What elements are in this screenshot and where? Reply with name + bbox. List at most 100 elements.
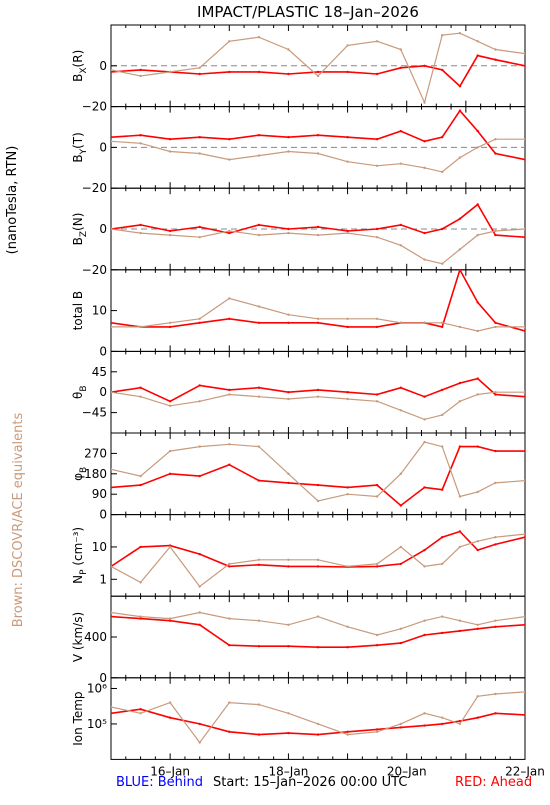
- data-point-bz: [399, 223, 402, 227]
- data-point-bx: [476, 54, 479, 57]
- data-point-by: [228, 158, 231, 161]
- data-point-theta: [198, 384, 201, 387]
- data-point-bx: [423, 101, 426, 104]
- data-point-phi: [423, 486, 426, 489]
- data-point-temp: [257, 703, 261, 706]
- data-point-bz: [346, 231, 349, 235]
- data-point-bx: [111, 68, 113, 72]
- data-point-btot: [375, 325, 379, 329]
- data-point-phi: [257, 445, 261, 448]
- data-point-phi: [399, 472, 402, 475]
- panel-frame-v: [110, 595, 526, 679]
- data-point-np: [257, 563, 261, 566]
- data-point-bz: [423, 258, 426, 261]
- data-point-v: [346, 646, 349, 649]
- data-point-temp: [375, 730, 379, 733]
- data-point-phi: [228, 463, 231, 466]
- data-point-bx: [168, 70, 172, 74]
- data-point-theta: [287, 391, 290, 394]
- data-point-bz: [494, 229, 497, 233]
- y-axis-label-bz: BZ(N): [71, 213, 89, 246]
- x-tick-labels: 16–Jan 18–Jan 20–Jan 22–Jan: [150, 764, 545, 778]
- data-point-bx: [494, 48, 497, 51]
- data-point-temp: [287, 731, 290, 735]
- data-point-bx: [287, 48, 290, 51]
- data-point-bz: [287, 231, 290, 235]
- data-point-theta: [458, 381, 462, 385]
- data-point-by: [228, 138, 231, 141]
- panel-frame-np: [110, 514, 526, 597]
- footer-behind: BLUE: Behind: [116, 775, 203, 790]
- data-point-btot: [476, 329, 479, 333]
- data-point-phi: [228, 443, 231, 446]
- data-point-btot: [287, 313, 290, 316]
- data-point-theta: [316, 388, 320, 392]
- data-point-btot: [316, 321, 320, 324]
- data-point-btot: [139, 325, 142, 329]
- data-point-theta: [228, 388, 231, 392]
- series-line-bz-ahead: [111, 203, 525, 238]
- data-point-np: [287, 558, 290, 561]
- data-point-bx: [111, 70, 113, 74]
- data-point-btot: [111, 321, 113, 324]
- data-point-btot: [168, 321, 172, 324]
- data-point-temp: [111, 705, 113, 709]
- data-point-by: [494, 152, 497, 155]
- data-point-bz: [139, 231, 142, 235]
- data-point-np: [458, 545, 462, 549]
- data-point-by: [399, 129, 402, 133]
- panel-phi: 270 180 90 0 φB: [71, 432, 526, 522]
- data-point-theta: [476, 377, 479, 380]
- data-point-np: [476, 540, 479, 543]
- series-line-np-ahead: [111, 530, 525, 568]
- data-point-temp: [111, 712, 113, 715]
- data-point-v: [399, 627, 402, 630]
- data-point-theta: [476, 393, 479, 396]
- data-point-by: [198, 152, 201, 155]
- data-point-bz: [198, 236, 201, 239]
- data-point-by: [257, 134, 261, 137]
- data-point-theta: [287, 397, 290, 401]
- data-point-np: [399, 545, 402, 549]
- data-point-by: [168, 138, 172, 141]
- y-tick-label-np: 10: [92, 540, 107, 554]
- data-point-v: [111, 611, 113, 614]
- data-point-by: [346, 136, 349, 139]
- data-point-bz: [458, 217, 462, 220]
- data-point-theta: [423, 395, 426, 398]
- data-point-phi: [494, 449, 497, 453]
- data-point-temp: [441, 716, 444, 719]
- y-tick-label-phi: 270: [84, 446, 107, 460]
- data-point-phi: [399, 504, 402, 507]
- data-point-bx: [287, 72, 290, 76]
- y-axis-label-bx: BX(R): [71, 50, 89, 82]
- data-point-v: [316, 615, 320, 618]
- data-point-v: [494, 619, 497, 622]
- data-point-np: [423, 548, 426, 552]
- data-point-temp: [423, 724, 426, 727]
- data-point-bz: [139, 223, 142, 227]
- data-point-theta: [257, 386, 261, 389]
- data-point-phi: [523, 449, 525, 453]
- data-point-bz: [316, 225, 320, 229]
- data-point-by: [168, 150, 172, 153]
- data-point-phi: [316, 499, 320, 503]
- data-point-phi: [458, 495, 462, 498]
- y-axis-label-np: NP (cm⁻³): [71, 527, 89, 584]
- data-point-bx: [139, 74, 142, 78]
- data-point-np: [476, 548, 479, 552]
- data-point-np: [111, 565, 113, 568]
- data-point-v: [346, 625, 349, 628]
- data-point-btot: [346, 317, 349, 320]
- data-point-v: [494, 625, 497, 628]
- data-point-phi: [346, 486, 349, 489]
- data-point-btot: [441, 321, 444, 324]
- series-line-by-dscovr-ace: [111, 138, 525, 173]
- data-point-bx: [523, 52, 525, 55]
- data-point-by: [316, 134, 320, 137]
- x-tick-label: 18–Jan: [269, 764, 309, 778]
- y-tick-label-phi: 0: [99, 508, 107, 522]
- data-point-theta: [168, 400, 172, 403]
- data-point-v: [399, 641, 402, 645]
- data-point-btot: [257, 305, 261, 308]
